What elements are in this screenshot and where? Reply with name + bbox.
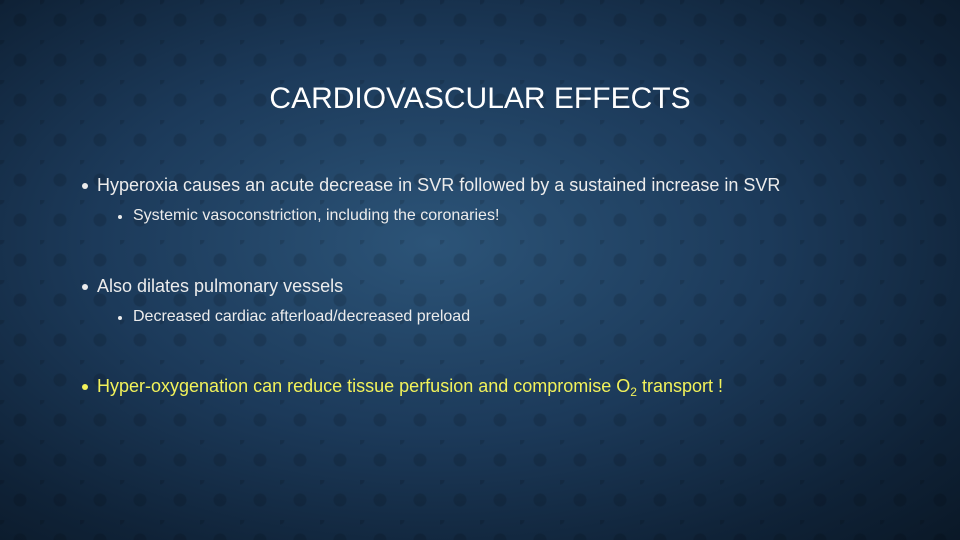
- bullet-text: Hyper-oxygenation can reduce tissue perf…: [97, 376, 724, 399]
- sub-bullet-text: Systemic vasoconstriction, including the…: [133, 207, 500, 224]
- sub-bullet: [118, 316, 122, 320]
- bullet: [82, 384, 88, 390]
- sub-bullet-text: Decreased cardiac afterload/decreased pr…: [133, 308, 471, 325]
- slide-title: CARDIOVASCULAR EFFECTS: [269, 82, 691, 115]
- bullet-text: Also dilates pulmonary vessels: [97, 276, 344, 296]
- bullet: [82, 183, 88, 189]
- bullet: [82, 284, 88, 290]
- subscript: 2: [630, 385, 637, 399]
- bullet-text: Hyperoxia causes an acute decrease in SV…: [97, 175, 781, 195]
- text: Hyper-oxygenation can reduce tissue perf…: [97, 376, 631, 396]
- sub-bullet: [118, 215, 122, 219]
- text: transport !: [636, 376, 724, 396]
